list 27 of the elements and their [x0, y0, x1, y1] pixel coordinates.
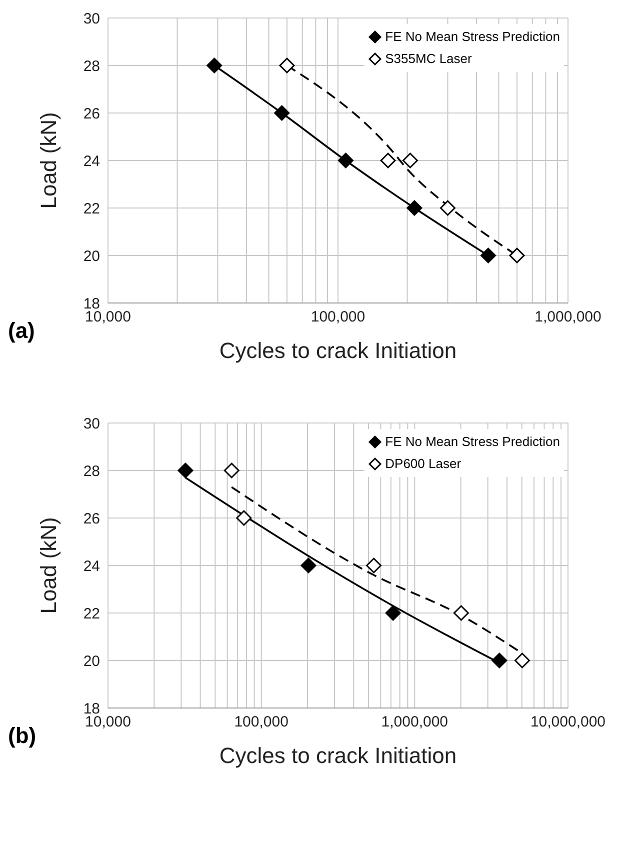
- y-axis-title: Load (kN): [36, 517, 61, 614]
- y-tick-label: 28: [83, 58, 100, 75]
- x-axis-title: Cycles to crack Initiation: [219, 743, 457, 768]
- y-tick-label: 26: [83, 510, 100, 528]
- x-tick-label: 100,000: [310, 308, 366, 326]
- x-axis-title: Cycles to crack Initiation: [219, 338, 457, 363]
- text: (b): [8, 723, 36, 749]
- x-tick-label: 1,000,000: [381, 714, 448, 731]
- x-tick-label: 1,000,000: [534, 308, 602, 326]
- y-tick-label: 30: [83, 415, 100, 432]
- y-tick-label: 26: [83, 105, 100, 122]
- text: (a): [8, 318, 35, 344]
- y-tick-label: 28: [83, 462, 100, 480]
- x-tick-label: 100,000: [234, 714, 288, 731]
- y-tick-label: 24: [83, 558, 100, 575]
- y-tick-label: 22: [83, 200, 100, 218]
- y-axis-title: Load (kN): [36, 112, 61, 209]
- y-tick-label: 20: [83, 652, 100, 670]
- y-tick-label: 30: [83, 10, 100, 28]
- legend-label: FE No Mean Stress Prediction: [385, 433, 560, 451]
- legend-label: DP600 Laser: [385, 455, 462, 473]
- legend-label: FE No Mean Stress Prediction: [385, 28, 560, 46]
- y-tick-label: 24: [83, 152, 100, 170]
- legend-label: S355MC Laser: [385, 50, 472, 68]
- y-tick-label: 20: [83, 248, 100, 265]
- y-tick-label: 22: [83, 605, 100, 622]
- x-tick-label: 10,000,000: [530, 714, 606, 731]
